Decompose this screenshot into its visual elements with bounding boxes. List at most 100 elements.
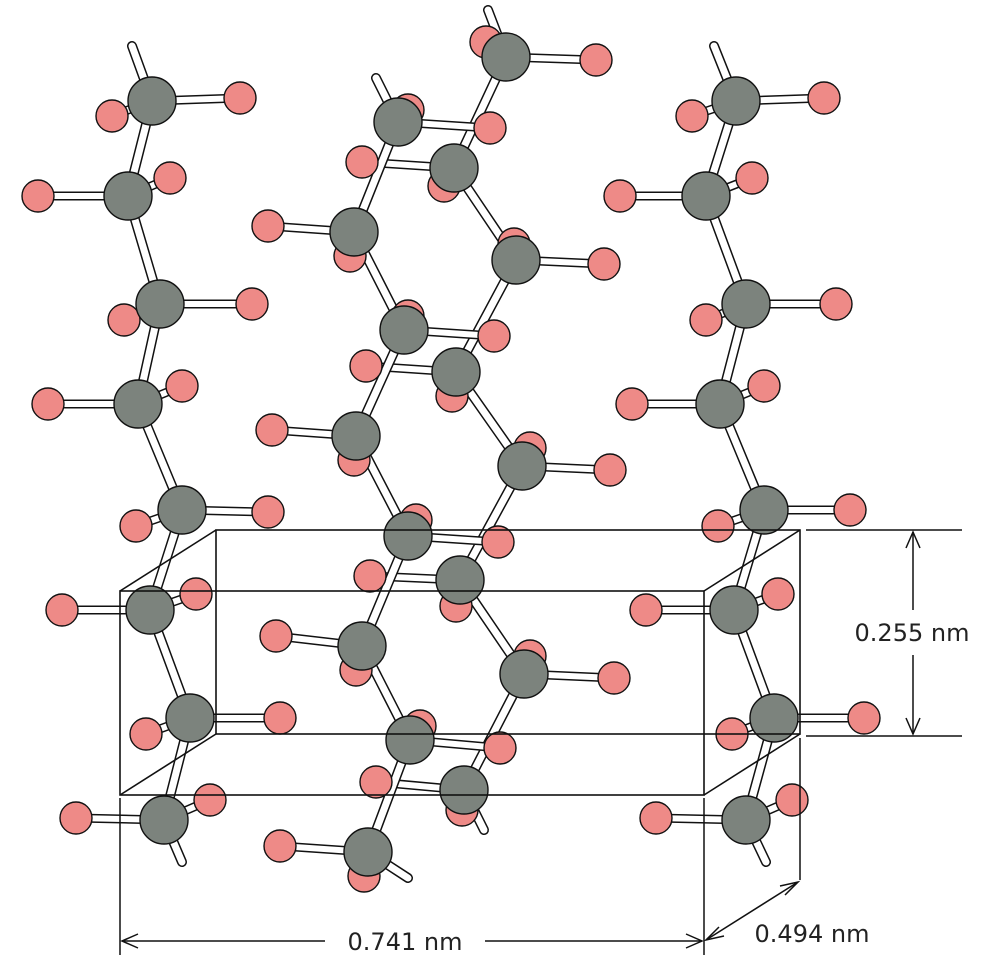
hydrogen-atom	[735, 161, 769, 195]
hydrogen-atom	[153, 161, 187, 195]
hydrogen-atom	[587, 247, 621, 281]
hydrogen-atom	[235, 287, 269, 321]
unit-cell-edge	[703, 733, 801, 796]
hydrogen-atom	[833, 493, 867, 527]
hydrogen-atom	[129, 717, 163, 751]
hydrogen-atom	[165, 369, 199, 403]
c-arrow-top	[905, 530, 921, 549]
hydrogen-atom	[593, 453, 627, 487]
hydrogen-atom	[263, 701, 297, 735]
unit-cell-box	[119, 529, 801, 796]
hydrogen-atom	[21, 179, 55, 213]
hydrogen-atom	[359, 765, 393, 799]
b-arrow-lower	[703, 926, 725, 942]
carbon-atom	[331, 411, 381, 461]
hydrogen-atom	[689, 303, 723, 337]
hydrogen-atom	[349, 349, 383, 383]
carbon-atom	[429, 143, 479, 193]
carbon-atom	[373, 97, 423, 147]
carbon-atom	[711, 76, 761, 126]
hydrogen-atom	[807, 81, 841, 115]
hydrogen-atom	[353, 559, 387, 593]
hydrogen-atom	[603, 179, 637, 213]
carbon-atom	[337, 621, 387, 671]
carbon-atom	[127, 76, 177, 126]
hydrogen-atom	[251, 495, 285, 529]
hydrogen-atom	[119, 509, 153, 543]
dimension-lines	[119, 529, 962, 955]
carbon-atom	[749, 693, 799, 743]
carbon-atom	[125, 585, 175, 635]
hydrogen-atom	[597, 661, 631, 695]
hydrogen-atom	[473, 111, 507, 145]
hydrogen-atom	[477, 319, 511, 353]
carbon-atom	[497, 441, 547, 491]
carbon-atom	[343, 827, 393, 877]
b-dimension-line	[705, 881, 799, 941]
hydrogen-atom	[481, 525, 515, 559]
unit-cell-edge	[703, 529, 801, 592]
hydrogen-atom	[45, 593, 79, 627]
hydrogen-atom	[483, 731, 517, 765]
carbon-atom	[439, 765, 489, 815]
hydrogen-atom	[251, 209, 285, 243]
carbon-atom	[709, 585, 759, 635]
atoms	[21, 25, 881, 893]
unit-cell-front-face	[119, 590, 705, 796]
carbon-atom	[139, 795, 189, 845]
c-dimension-label: 0.255 nm	[855, 619, 970, 647]
hydrogen-atom	[819, 287, 853, 321]
hydrogen-atom	[615, 387, 649, 421]
hydrogen-atom	[179, 577, 213, 611]
hydrogen-atom	[579, 43, 613, 77]
unit-cell-back-face	[215, 529, 801, 735]
a-arrow-left	[120, 933, 139, 949]
hydrogen-atom	[639, 801, 673, 835]
carbon-atom	[491, 235, 541, 285]
b-arrow-upper	[779, 880, 801, 896]
c-arrow-bottom	[905, 717, 921, 736]
carbon-atom	[135, 279, 185, 329]
unit-cell-edge	[119, 529, 217, 592]
carbon-atom	[681, 171, 731, 221]
carbon-atom	[739, 485, 789, 535]
hydrogen-atom	[31, 387, 65, 421]
carbon-atom	[435, 555, 485, 605]
hydrogen-atom	[263, 829, 297, 863]
carbon-atom	[383, 511, 433, 561]
carbon-atom	[329, 207, 379, 257]
hydrogen-atom	[107, 303, 141, 337]
hydrogen-atom	[675, 99, 709, 133]
carbon-atom	[499, 649, 549, 699]
hydrogen-atom	[747, 369, 781, 403]
carbon-atom	[103, 171, 153, 221]
carbon-atom	[113, 379, 163, 429]
hydrogen-atom	[59, 801, 93, 835]
hydrogen-atom	[775, 783, 809, 817]
carbon-atom	[157, 485, 207, 535]
carbon-atom	[385, 715, 435, 765]
carbon-atom	[721, 279, 771, 329]
hydrogen-atom	[761, 577, 795, 611]
hydrogen-atom	[193, 783, 227, 817]
a-dimension-label: 0.741 nm	[348, 928, 463, 956]
carbon-atom	[431, 347, 481, 397]
carbon-atom	[695, 379, 745, 429]
c-label-background	[842, 615, 980, 651]
carbon-atom	[481, 32, 531, 82]
carbon-atom	[379, 305, 429, 355]
hydrogen-atom	[255, 413, 289, 447]
hydrogen-atom	[259, 619, 293, 653]
hydrogen-atom	[847, 701, 881, 735]
hydrogen-atom	[701, 509, 735, 543]
unit-cell-edge	[119, 733, 217, 796]
a-label-background	[330, 925, 480, 957]
hydrogen-atom	[629, 593, 663, 627]
a-arrow-right	[685, 933, 704, 949]
hydrogen-atom	[223, 81, 257, 115]
hydrogen-atom	[95, 99, 129, 133]
hydrogen-atom	[345, 145, 379, 179]
b-dimension-label: 0.494 nm	[755, 920, 870, 948]
carbon-atom	[721, 795, 771, 845]
